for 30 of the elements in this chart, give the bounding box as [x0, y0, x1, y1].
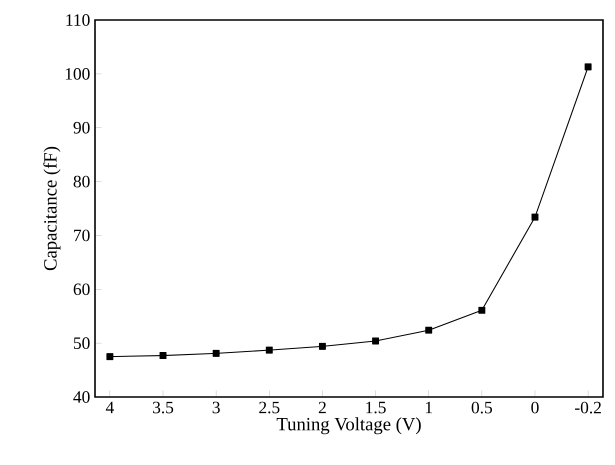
point: [584, 63, 592, 70]
y-tick-label: 80: [74, 176, 90, 188]
x-tick-label: 2: [318, 402, 326, 414]
x-tick-label: -0.2: [575, 402, 601, 414]
y-tick-label: 40: [73, 391, 90, 403]
point: [372, 338, 380, 344]
y-tick-label: 50: [74, 337, 90, 349]
x-tick-label: 4: [106, 402, 114, 414]
x-axis-title: Tuning Voltage (V): [276, 417, 421, 434]
y-tick-label: 60: [74, 283, 90, 296]
x-tick-label: 2.5: [259, 402, 280, 414]
point: [318, 342, 326, 350]
x-tick-label: 1: [426, 402, 432, 414]
x-tick-label: 3.5: [153, 402, 174, 414]
x-tick-label: 3: [212, 402, 220, 414]
point: [478, 306, 486, 314]
point: [160, 352, 166, 359]
point: [106, 353, 114, 360]
y-axis-title: Capacitance (fF): [43, 146, 60, 270]
point: [532, 214, 538, 221]
y-tick-label: 110: [66, 14, 90, 26]
y-tick-label: 100: [66, 68, 90, 80]
y-tick-label: 70: [74, 230, 90, 242]
y-tick-label: 90: [74, 122, 90, 134]
point: [425, 326, 432, 334]
point: [212, 350, 220, 357]
point: [266, 346, 273, 354]
x-tick-label: 1.5: [366, 402, 386, 414]
x-tick-label: 0: [531, 402, 539, 414]
x-tick-label: 0.5: [472, 402, 492, 414]
